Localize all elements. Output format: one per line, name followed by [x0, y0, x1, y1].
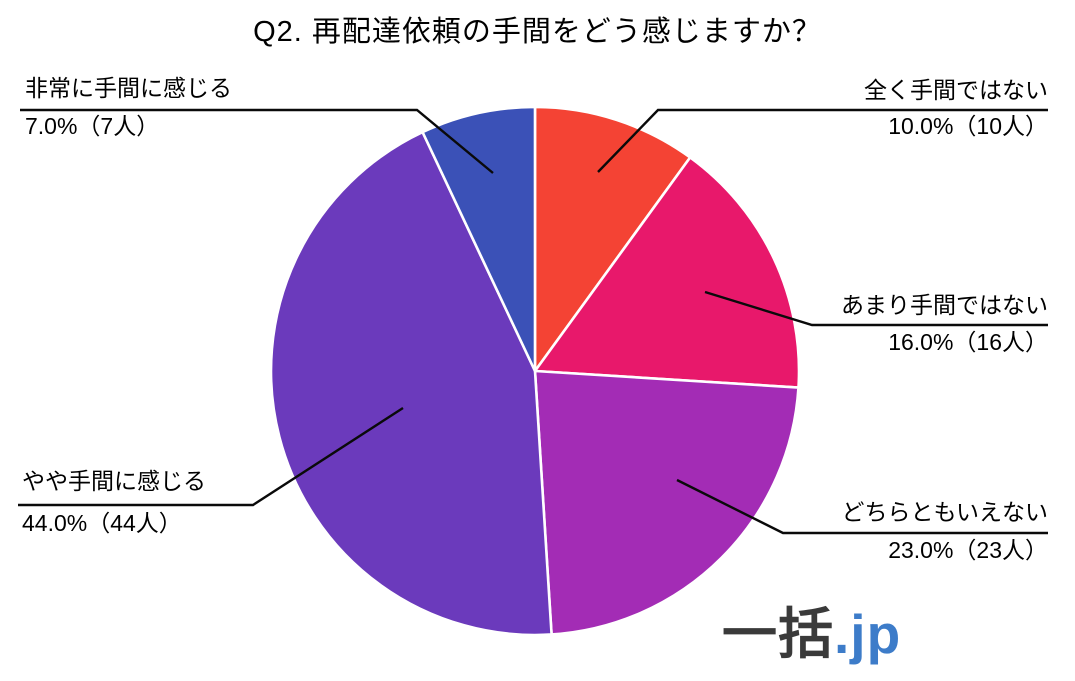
pie-label-bottom-right-value: 23.0%（23人） [888, 537, 1048, 563]
leader-line-0 [597, 108, 1048, 173]
pie-slice-1 [533, 156, 801, 389]
pie-label-right-name: あまり手間ではない [841, 292, 1048, 318]
leader-line-2 [676, 478, 1048, 535]
watermark-logo: 一括.jp [722, 589, 901, 669]
pie-label-bottom-right-name: どちらともいえない [841, 499, 1048, 525]
pie-label-bottom-left-value: 44.0%（44人） [22, 510, 182, 536]
leader-line-3 [18, 406, 404, 507]
leader-line-4 [20, 108, 494, 174]
pie-slice-2 [533, 369, 800, 636]
watermark-domain-text: .jp [834, 603, 902, 665]
pie-slices [269, 105, 801, 637]
pie-label-bottom-left-name: やや手間に感じる [22, 468, 206, 494]
pie-label-top-left-value: 7.0%（7人） [25, 113, 160, 139]
pie-slice-0 [533, 105, 692, 373]
pie-label-top-left-name: 非常に手間に感じる [25, 75, 232, 101]
pie-slice-4 [421, 105, 537, 373]
leader-line-1 [704, 290, 1048, 327]
leader-lines [18, 108, 1048, 535]
pie-label-right-value: 16.0%（16人） [888, 329, 1048, 355]
watermark-brand-text: 一括 [722, 603, 835, 665]
pie-label-top-right-name: 全く手間ではない [864, 77, 1048, 103]
pie-label-top-right-value: 10.0%（10人） [888, 113, 1048, 139]
chart-title: Q2. 再配達依頼の手間をどう感じますか？ [253, 16, 822, 48]
